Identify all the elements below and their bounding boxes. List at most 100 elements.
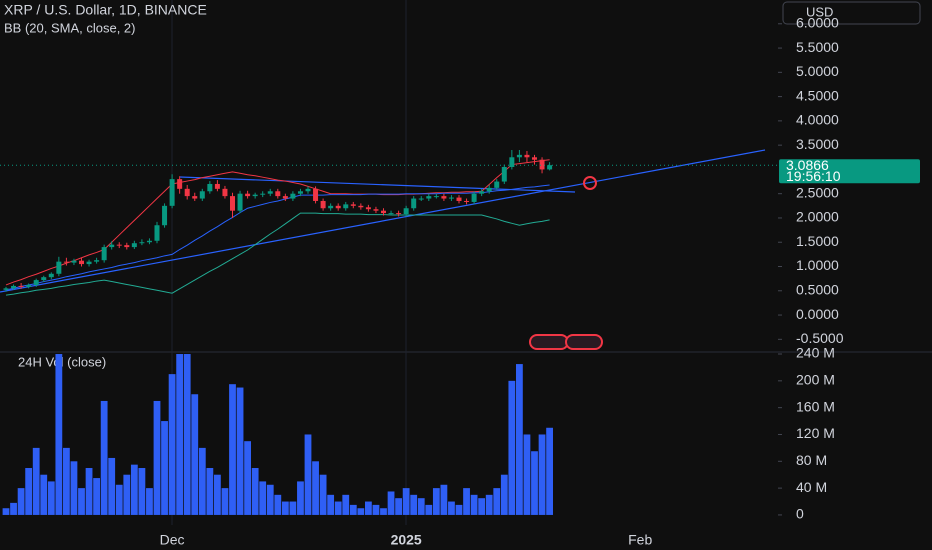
candle-body [343, 204, 349, 209]
volume-bar [40, 474, 48, 515]
candle-body [509, 157, 515, 167]
candle-body [260, 193, 266, 195]
volume-bar [108, 457, 116, 515]
symbol-title: XRP / U.S. Dollar, 1D, BINANCE [4, 2, 207, 18]
y-tick-label: 5.5000 [796, 39, 839, 55]
candle-body [411, 198, 417, 209]
volume-bar [402, 488, 410, 515]
volume-bar [372, 504, 380, 515]
candle-body [282, 196, 288, 199]
candle-body [131, 243, 137, 248]
volume-bar [485, 494, 493, 515]
candle-body [433, 196, 439, 198]
volume-bar [387, 491, 395, 515]
volume-bar [546, 427, 553, 515]
candle-body [441, 196, 447, 199]
y-tick-label: 2.5000 [796, 184, 839, 200]
candle-body [11, 285, 17, 289]
volume-bar [123, 474, 131, 515]
y-tick-label: 0.5000 [796, 281, 839, 297]
candle-body [313, 188, 319, 201]
volume-bar [410, 494, 418, 515]
candle-body [237, 193, 243, 211]
volume-bar [365, 501, 372, 515]
candle-body [71, 260, 77, 263]
volume-bar [508, 380, 516, 515]
bollinger-line [5, 159, 550, 286]
candle-body [41, 277, 47, 281]
trend-line [0, 149, 766, 293]
volume-bar [63, 447, 70, 515]
volume-bar [448, 501, 455, 515]
volume-bar [198, 447, 206, 515]
candle-body [3, 288, 9, 290]
volume-bar [206, 468, 214, 515]
volume-bar [455, 504, 463, 515]
candle-body [79, 260, 84, 265]
volume-bar [161, 421, 168, 515]
candle-body [33, 280, 39, 285]
volume-bar [274, 494, 282, 515]
volume-bar [417, 498, 425, 515]
volume-bar [493, 488, 501, 515]
volume-bar [297, 481, 304, 515]
volume-bar [70, 461, 78, 515]
candle-body [516, 154, 522, 158]
last-price-label: 3.0866 [786, 157, 829, 173]
candle-body [169, 179, 175, 206]
volume-bar [32, 447, 40, 515]
volume-bar [221, 488, 229, 515]
volume-bar [319, 474, 327, 515]
candle-body [116, 244, 122, 246]
event-flag[interactable] [529, 334, 569, 350]
currency-label: USD [806, 4, 833, 19]
y-tick-label: 80 M [796, 452, 827, 468]
candle-body [290, 193, 296, 199]
volume-bar [168, 374, 176, 515]
trend-line [179, 176, 576, 193]
volume-bar [440, 484, 448, 515]
volume-bar [100, 400, 108, 515]
candle-body [494, 181, 500, 188]
volume-bar [531, 451, 538, 515]
candle-body [56, 261, 62, 274]
candle-body [532, 157, 537, 160]
event-flag[interactable] [565, 334, 603, 350]
candle-body [328, 205, 334, 209]
volume-bar [244, 441, 251, 515]
volume-bar [78, 488, 85, 515]
candle-body [184, 188, 190, 197]
volume-bar [463, 488, 470, 515]
candle-body [448, 197, 454, 199]
candle-body [403, 208, 409, 215]
candle-body [230, 196, 235, 211]
volume-bar [289, 501, 297, 515]
y-tick-label: 1.0000 [796, 257, 839, 273]
marker [583, 176, 597, 190]
candle-body [207, 183, 213, 192]
candle-body [373, 209, 379, 211]
volume-bar [214, 474, 221, 515]
volume-bar [380, 508, 387, 515]
volume-bar [176, 354, 184, 515]
candle-body [418, 198, 424, 200]
y-tick-label: 0.0000 [796, 306, 839, 322]
candle-body [101, 247, 107, 261]
volume-bar [115, 484, 123, 515]
candle-body [539, 159, 545, 170]
volume-bar [251, 468, 259, 515]
candle-body [524, 154, 530, 158]
volume-bar [538, 434, 546, 515]
volume-bar [55, 354, 63, 515]
volume-bar [2, 508, 10, 515]
candle-body [381, 210, 386, 214]
candle-body [396, 213, 402, 215]
currency-button[interactable] [782, 1, 921, 25]
volume-bar [85, 468, 93, 515]
volume-bar [191, 394, 199, 515]
y-tick-label: 1.5000 [796, 233, 839, 249]
volume-bar [236, 387, 244, 515]
countdown-label: 19:56:10 [786, 168, 841, 184]
candle-body [547, 165, 553, 170]
